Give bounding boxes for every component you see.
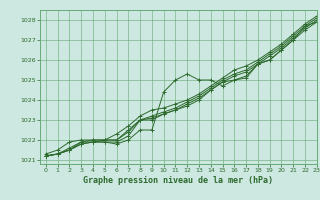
X-axis label: Graphe pression niveau de la mer (hPa): Graphe pression niveau de la mer (hPa): [84, 176, 273, 185]
